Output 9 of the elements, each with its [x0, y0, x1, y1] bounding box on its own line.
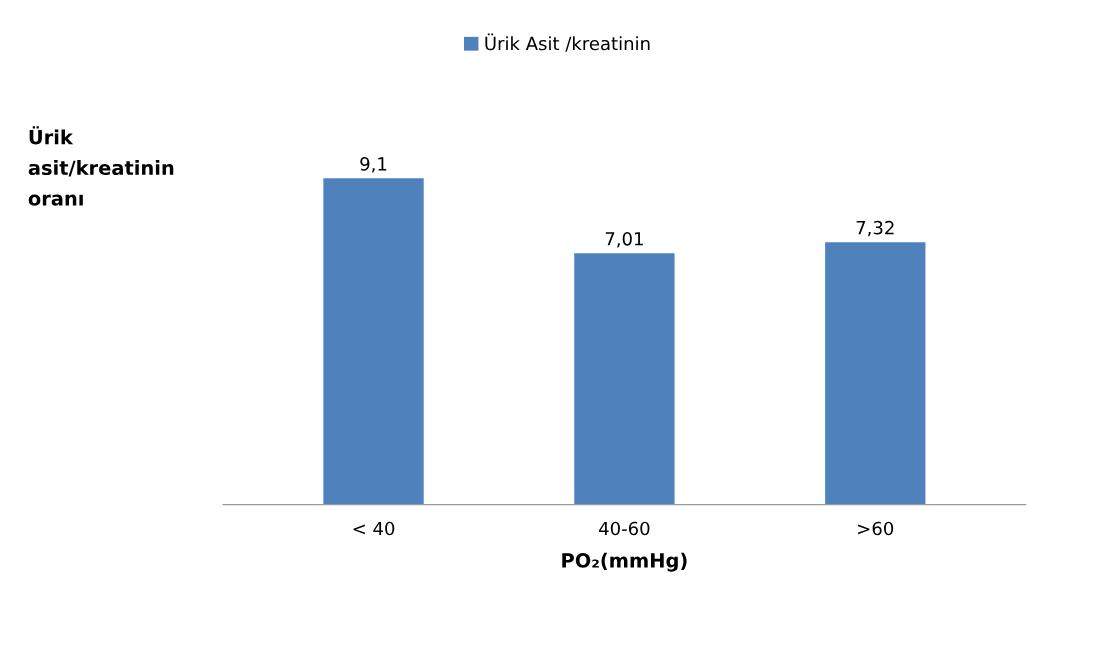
data-label: 7,32 [856, 220, 894, 237]
x-tick-label: >60 [858, 521, 894, 536]
data-label: 7,01 [605, 231, 643, 248]
data-label: 9,1 [360, 157, 387, 173]
x-tick-label: < 40 [353, 521, 395, 536]
x-axis-title: PO₂(mmHg) [562, 552, 687, 572]
y-axis-title: Ürik asit/kreatinin oranı [28, 126, 174, 206]
x-tick-label: 40-60 [599, 521, 650, 536]
legend-label: Ürik Asit /kreatinin [485, 33, 650, 52]
